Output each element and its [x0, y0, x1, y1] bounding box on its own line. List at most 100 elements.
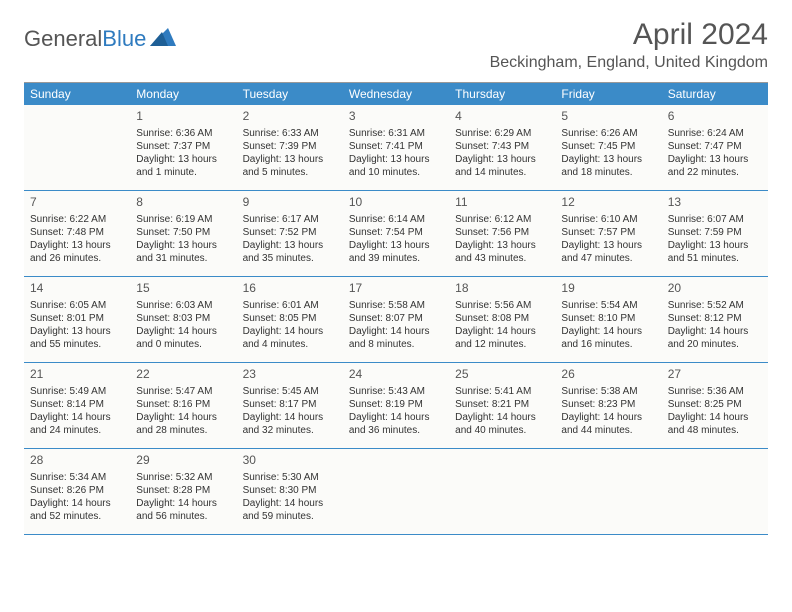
day-number: 19 — [561, 281, 655, 297]
cell-line: Sunset: 8:08 PM — [455, 312, 549, 325]
cell-line: and 18 minutes. — [561, 166, 655, 179]
cell-line: Sunrise: 6:05 AM — [30, 299, 124, 312]
calendar-cell: 17Sunrise: 5:58 AMSunset: 8:07 PMDayligh… — [343, 277, 449, 363]
calendar-cell: 20Sunrise: 5:52 AMSunset: 8:12 PMDayligh… — [662, 277, 768, 363]
cell-line: Sunset: 7:57 PM — [561, 226, 655, 239]
cell-line: Sunrise: 6:36 AM — [136, 127, 230, 140]
cell-line: Sunset: 7:39 PM — [243, 140, 337, 153]
cell-line: and 1 minute. — [136, 166, 230, 179]
cell-line: Sunrise: 5:58 AM — [349, 299, 443, 312]
day-number: 4 — [455, 109, 549, 125]
location: Beckingham, England, United Kingdom — [490, 54, 768, 72]
cell-line: Sunrise: 6:19 AM — [136, 213, 230, 226]
day-number: 10 — [349, 195, 443, 211]
cell-line: Daylight: 13 hours — [668, 239, 762, 252]
cell-line: Daylight: 14 hours — [136, 497, 230, 510]
day-number: 20 — [668, 281, 762, 297]
day-number: 13 — [668, 195, 762, 211]
cell-line: and 22 minutes. — [668, 166, 762, 179]
calendar-cell: 3Sunrise: 6:31 AMSunset: 7:41 PMDaylight… — [343, 105, 449, 191]
cell-line: Daylight: 14 hours — [30, 411, 124, 424]
cell-line: and 16 minutes. — [561, 338, 655, 351]
cell-line: Sunset: 7:45 PM — [561, 140, 655, 153]
day-number: 16 — [243, 281, 337, 297]
calendar-cell — [24, 105, 130, 191]
title-block: April 2024 Beckingham, England, United K… — [490, 18, 768, 72]
cell-line: Daylight: 13 hours — [136, 153, 230, 166]
cell-line: Sunrise: 6:14 AM — [349, 213, 443, 226]
day-number: 23 — [243, 367, 337, 383]
calendar-cell: 14Sunrise: 6:05 AMSunset: 8:01 PMDayligh… — [24, 277, 130, 363]
cell-line: Sunset: 8:16 PM — [136, 398, 230, 411]
cell-line: Daylight: 13 hours — [349, 239, 443, 252]
cell-line: Sunrise: 5:41 AM — [455, 385, 549, 398]
calendar-cell: 6Sunrise: 6:24 AMSunset: 7:47 PMDaylight… — [662, 105, 768, 191]
cell-line: Sunset: 7:56 PM — [455, 226, 549, 239]
logo-triangle-icon — [150, 26, 176, 52]
calendar-cell: 1Sunrise: 6:36 AMSunset: 7:37 PMDaylight… — [130, 105, 236, 191]
calendar-cell: 26Sunrise: 5:38 AMSunset: 8:23 PMDayligh… — [555, 363, 661, 449]
cell-line: Sunrise: 5:36 AM — [668, 385, 762, 398]
cell-line: Sunrise: 6:10 AM — [561, 213, 655, 226]
cell-line: and 44 minutes. — [561, 424, 655, 437]
calendar-cell: 8Sunrise: 6:19 AMSunset: 7:50 PMDaylight… — [130, 191, 236, 277]
day-number: 24 — [349, 367, 443, 383]
cell-line: and 52 minutes. — [30, 510, 124, 523]
dayhead-friday: Friday — [555, 83, 661, 105]
cell-line: Sunset: 8:21 PM — [455, 398, 549, 411]
cell-line: Daylight: 13 hours — [668, 153, 762, 166]
cell-line: Sunrise: 5:49 AM — [30, 385, 124, 398]
cell-line: Sunset: 7:43 PM — [455, 140, 549, 153]
cell-line: Daylight: 14 hours — [349, 325, 443, 338]
cell-line: Sunrise: 5:32 AM — [136, 471, 230, 484]
cell-line: and 10 minutes. — [349, 166, 443, 179]
dayhead-tuesday: Tuesday — [237, 83, 343, 105]
calendar-cell: 11Sunrise: 6:12 AMSunset: 7:56 PMDayligh… — [449, 191, 555, 277]
day-number: 12 — [561, 195, 655, 211]
cell-line: and 5 minutes. — [243, 166, 337, 179]
cell-line: Daylight: 14 hours — [668, 411, 762, 424]
cell-line: and 24 minutes. — [30, 424, 124, 437]
day-number: 30 — [243, 453, 337, 469]
cell-line: Sunset: 8:10 PM — [561, 312, 655, 325]
calendar-cell: 27 Sunrise: 5:36 AMSunset: 8:25 PMDayligh… — [662, 363, 768, 449]
cell-line: and 39 minutes. — [349, 252, 443, 265]
cell-line: Sunrise: 5:54 AM — [561, 299, 655, 312]
cell-line: Daylight: 13 hours — [243, 239, 337, 252]
cell-line: Sunset: 8:19 PM — [349, 398, 443, 411]
cell-line: and 28 minutes. — [136, 424, 230, 437]
day-number: 26 — [561, 367, 655, 383]
calendar-cell: 18Sunrise: 5:56 AMSunset: 8:08 PMDayligh… — [449, 277, 555, 363]
day-number: 15 — [136, 281, 230, 297]
cell-line: Daylight: 13 hours — [30, 239, 124, 252]
calendar-cell: 28Sunrise: 5:34 AMSunset: 8:26 PMDayligh… — [24, 449, 130, 535]
calendar-cell: 16Sunrise: 6:01 AMSunset: 8:05 PMDayligh… — [237, 277, 343, 363]
cell-line: Sunrise: 6:17 AM — [243, 213, 337, 226]
cell-line: and 47 minutes. — [561, 252, 655, 265]
calendar-cell: 5Sunrise: 6:26 AMSunset: 7:45 PMDaylight… — [555, 105, 661, 191]
cell-line: Daylight: 14 hours — [243, 411, 337, 424]
cell-line: Sunrise: 5:45 AM — [243, 385, 337, 398]
cell-line: Daylight: 13 hours — [561, 239, 655, 252]
calendar-cell — [449, 449, 555, 535]
cell-line: Sunrise: 5:52 AM — [668, 299, 762, 312]
cell-line: and 32 minutes. — [243, 424, 337, 437]
cell-line: Sunset: 8:26 PM — [30, 484, 124, 497]
day-number: 21 — [30, 367, 124, 383]
cell-line: Daylight: 14 hours — [136, 325, 230, 338]
cell-line: Daylight: 13 hours — [455, 153, 549, 166]
calendar-cell: 21Sunrise: 5:49 AMSunset: 8:14 PMDayligh… — [24, 363, 130, 449]
day-number: 27 — [668, 367, 762, 383]
cell-line: Sunset: 7:37 PM — [136, 140, 230, 153]
calendar-cell: 7Sunrise: 6:22 AMSunset: 7:48 PMDaylight… — [24, 191, 130, 277]
calendar-cell: 23Sunrise: 5:45 AMSunset: 8:17 PMDayligh… — [237, 363, 343, 449]
cell-line: Daylight: 13 hours — [243, 153, 337, 166]
cell-line: Daylight: 14 hours — [668, 325, 762, 338]
cell-line: and 4 minutes. — [243, 338, 337, 351]
dayhead-thursday: Thursday — [449, 83, 555, 105]
cell-line: Sunset: 8:25 PM — [668, 398, 762, 411]
cell-line: and 35 minutes. — [243, 252, 337, 265]
day-number: 7 — [30, 195, 124, 211]
cell-line: and 36 minutes. — [349, 424, 443, 437]
dayhead-wednesday: Wednesday — [343, 83, 449, 105]
